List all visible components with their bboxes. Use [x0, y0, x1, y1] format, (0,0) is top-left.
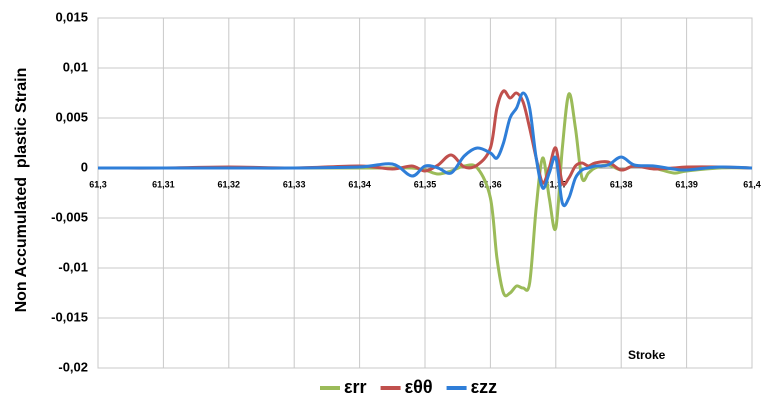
x-tick-label: 61,4: [743, 179, 761, 189]
y-tick-label: 0: [81, 159, 88, 174]
y-tick-label: -0,01: [58, 259, 88, 274]
series-line: [97, 89, 753, 187]
y-tick-label: 0,01: [63, 59, 88, 74]
x-tick-label: 61,33: [283, 179, 306, 189]
x-tick-label: 61,34: [348, 179, 371, 189]
x-tick-label: 61,38: [610, 179, 633, 189]
x-tick-label: 61,36: [479, 179, 502, 189]
x-tick-label: 61,39: [675, 179, 698, 189]
legend-label: εrr: [344, 377, 367, 397]
annotation: Stroke: [628, 348, 666, 362]
x-tick-label: 61,37: [545, 179, 568, 189]
x-tick-label: 61,31: [152, 179, 175, 189]
y-axis-label: Non Accumulated plastic Strain: [13, 68, 30, 313]
y-tick-label: -0,005: [51, 209, 88, 224]
y-tick-label: 0,015: [55, 9, 88, 24]
y-tick-label: -0,015: [51, 309, 88, 324]
x-tick-label: 61,3: [89, 179, 107, 189]
y-tick-label: -0,02: [58, 359, 88, 374]
legend-label: εθθ: [405, 377, 433, 397]
legend-label: εzz: [471, 377, 498, 397]
x-tick-label: 61,32: [218, 179, 241, 189]
series-line: [98, 91, 753, 208]
y-tick-label: 0,005: [55, 109, 88, 124]
x-tick-label: 61,35: [414, 179, 437, 189]
